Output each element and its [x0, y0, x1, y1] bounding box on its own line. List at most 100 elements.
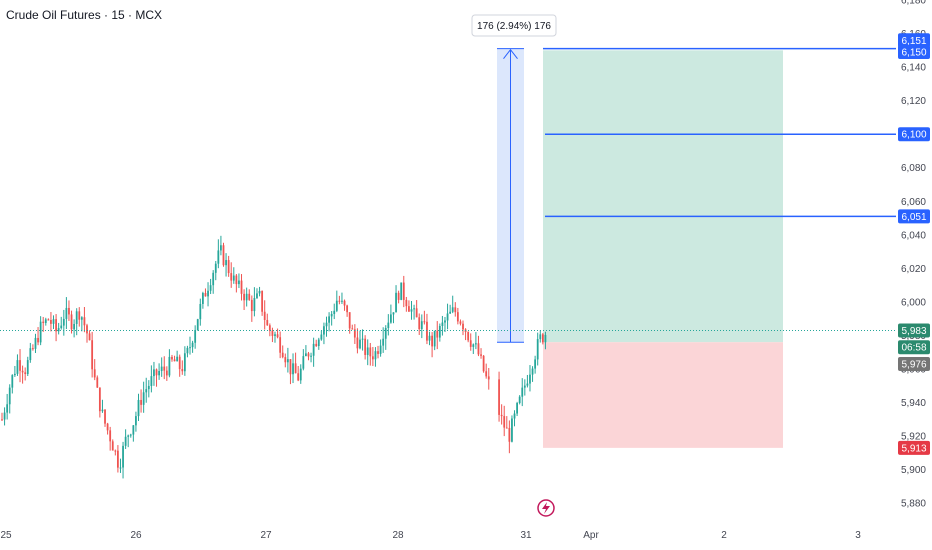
price-tag-label: 6,150: [901, 48, 926, 59]
candle-body: [534, 359, 537, 369]
candle-body: [467, 332, 470, 341]
candle-body: [516, 402, 518, 414]
candle-body: [189, 347, 191, 349]
candle-body: [109, 430, 112, 442]
candle-body: [93, 369, 96, 378]
candle-body: [307, 353, 310, 357]
candle-body: [518, 396, 521, 403]
price-tag-level: [898, 33, 930, 48]
candle-body: [539, 334, 542, 340]
candle-body: [374, 351, 377, 360]
candle-body: [477, 343, 480, 355]
candle-body: [207, 290, 209, 297]
time-axis[interactable]: 25 26 27 28 31 Apr 2 3: [0, 530, 861, 541]
candle-body: [369, 347, 372, 357]
lightning-bolt-icon: [542, 502, 550, 514]
candle-body: [356, 337, 359, 349]
candle-body: [274, 334, 276, 336]
candle-body: [256, 293, 258, 299]
candle-body: [449, 311, 452, 314]
candle-body: [29, 348, 32, 361]
x-tick-label: 27: [260, 530, 272, 541]
candle-body: [529, 374, 531, 384]
price-tag-label: 5,983: [901, 326, 926, 337]
candle-body: [513, 413, 516, 419]
candle-body: [305, 353, 307, 357]
candle-body: [366, 347, 369, 355]
candle-body: [186, 347, 189, 354]
candle-body: [24, 372, 27, 375]
candle-body: [297, 373, 300, 381]
candle-body: [400, 282, 403, 300]
position-zones[interactable]: [543, 50, 783, 448]
target-zone[interactable]: [543, 50, 783, 343]
y-tick-label: 5,900: [901, 465, 926, 476]
candle-body: [253, 298, 256, 312]
candle-body: [408, 306, 410, 312]
candle-body: [140, 399, 142, 405]
candle-body: [371, 356, 374, 360]
candle-body: [431, 335, 434, 347]
candle-body: [13, 373, 16, 376]
candle-body: [111, 441, 114, 451]
candle-body: [289, 359, 292, 375]
y-tick-label: 5,880: [901, 499, 926, 510]
price-range-measure[interactable]: 176 (2.94%) 176: [471, 14, 557, 343]
candle-body: [129, 434, 132, 436]
candle-body: [402, 282, 405, 300]
candle-body: [88, 333, 91, 341]
price-tag-level: [898, 209, 930, 224]
candle-body: [83, 317, 86, 326]
candle-body: [261, 290, 264, 312]
candle-body: [451, 307, 454, 312]
candle-body: [212, 272, 215, 286]
candle-body: [60, 325, 63, 329]
candle-body: [238, 280, 240, 285]
candle-body: [485, 371, 488, 377]
candle-body: [204, 293, 207, 297]
candle-body: [245, 293, 248, 301]
event-marker[interactable]: [537, 499, 555, 517]
candle-body: [173, 359, 176, 362]
candle-body: [531, 368, 534, 375]
candle-body: [341, 300, 343, 302]
measure-label-box: [471, 14, 557, 37]
candle-body: [498, 379, 500, 415]
candle-body: [361, 338, 364, 340]
candle-body: [240, 280, 243, 294]
candle-body: [521, 387, 524, 397]
candlestick-series: [1, 235, 547, 479]
candle-body: [147, 385, 150, 390]
candle-body: [323, 326, 325, 335]
candle-body: [220, 245, 222, 251]
candle-body: [70, 314, 73, 330]
candle-body: [104, 409, 106, 424]
y-tick-label: 6,000: [901, 297, 926, 308]
y-tick-label: 6,080: [901, 163, 926, 174]
candle-body: [413, 308, 415, 310]
candle-body: [68, 307, 70, 315]
candle-body: [302, 356, 305, 369]
price-axis[interactable]: 5,8805,9005,9205,9405,9605,9806,0006,020…: [901, 0, 926, 510]
candle-body: [276, 334, 279, 338]
horizontal-levels[interactable]: [0, 47, 896, 331]
candle-body: [106, 423, 109, 431]
candle-body: [168, 356, 171, 376]
stop-zone[interactable]: [543, 342, 783, 448]
candle-body: [124, 436, 127, 446]
candle-body: [160, 366, 163, 371]
candle-body: [91, 340, 94, 370]
candle-body: [8, 387, 11, 405]
candle-body: [299, 368, 302, 381]
candle-body: [423, 321, 426, 323]
candle-body: [201, 293, 204, 304]
candle-body: [57, 328, 60, 332]
y-tick-label: 5,920: [901, 432, 926, 443]
candle-body: [16, 360, 19, 374]
candle-body: [459, 321, 462, 324]
candle-body: [294, 363, 297, 374]
candle-body: [191, 342, 194, 348]
candle-body: [171, 356, 173, 360]
